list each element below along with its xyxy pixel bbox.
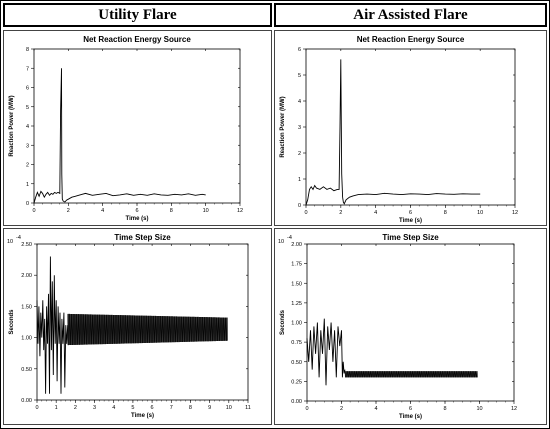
x-tick-label: 5 <box>131 405 134 411</box>
x-tick-label: 9 <box>208 405 211 411</box>
x-tick-label: 10 <box>476 406 482 412</box>
y-axis-label: Seconds <box>280 309 286 335</box>
x-tick-label: 12 <box>512 210 518 216</box>
y-tick-label: 1 <box>298 177 301 183</box>
y-tick-label: 1 <box>26 182 29 188</box>
x-tick-label: 8 <box>444 210 447 216</box>
y-tick-label: 2.00 <box>291 242 302 248</box>
series-band <box>344 371 478 378</box>
x-tick-label: 0 <box>304 210 307 216</box>
y-tick-label: 3 <box>298 125 301 131</box>
x-tick-label: 3 <box>93 405 96 411</box>
y-tick-label: 2 <box>26 163 29 169</box>
x-tick-label: 2 <box>67 208 70 214</box>
chart-panel-air-timestep: Time Step Size 0 2 4 6 8 10 12 0.00 0.25 0.50 0.75 1… <box>274 228 547 425</box>
x-tick-label: 10 <box>226 405 232 411</box>
y-axis-label: Seconds <box>9 309 15 335</box>
x-tick-label: 2 <box>340 406 343 412</box>
y-tick-label: 8 <box>26 47 29 53</box>
series-band <box>67 313 228 346</box>
x-tick-label: 8 <box>443 406 446 412</box>
y-tick-label: 5 <box>26 105 29 111</box>
y-tick-label: 0.00 <box>291 399 302 405</box>
x-tick-label: 6 <box>151 405 154 411</box>
y-exponent-power: -4 <box>287 235 292 241</box>
y-exponent-label: 10 <box>7 239 13 245</box>
y-exponent-power: -4 <box>16 235 21 241</box>
x-tick-label: 0 <box>32 208 35 214</box>
header-air-assisted-flare: Air Assisted Flare <box>274 3 547 27</box>
y-tick-label: 2.50 <box>21 242 32 248</box>
y-tick-label: 0.00 <box>21 398 32 404</box>
x-axis-label: Time (s) <box>399 414 422 420</box>
x-tick-label: 6 <box>409 406 412 412</box>
y-exponent-label: 10 <box>278 239 284 245</box>
y-axis-label: Reaction Power (MW) <box>9 95 15 156</box>
series-line <box>36 256 69 394</box>
x-axis-label: Time (s) <box>126 216 149 222</box>
y-tick-label: 1.50 <box>291 281 302 287</box>
y-tick-label: 0 <box>26 201 29 207</box>
y-tick-label: 1.50 <box>21 304 32 310</box>
plot-area <box>33 48 241 204</box>
x-tick-label: 6 <box>409 210 412 216</box>
x-tick-label: 0 <box>305 406 308 412</box>
series-line <box>305 59 481 206</box>
y-tick-label: 0.25 <box>291 379 302 385</box>
chart-panel-utility-timestep: Time Step Size 0 1 2 3 4 5 6 7 8 9 10 11 0.00 0.50 1.00… <box>3 228 272 425</box>
x-tick-label: 4 <box>374 210 377 216</box>
y-tick-label: 7 <box>26 66 29 72</box>
x-tick-label: 2 <box>74 405 77 411</box>
chart-utility-timestep: Time Step Size 0 1 2 3 4 5 6 7 8 9 10 11 0.00 0.50 1.00… <box>7 233 251 419</box>
y-tick-label: 1.75 <box>291 262 302 268</box>
x-tick-label: 7 <box>170 405 173 411</box>
series-line <box>306 318 346 386</box>
y-tick-label: 0 <box>298 203 301 209</box>
x-tick-label: 11 <box>245 405 251 411</box>
series-line <box>33 68 206 204</box>
x-tick-label: 12 <box>237 208 243 214</box>
plot-area <box>306 243 515 402</box>
y-tick-label: 0.50 <box>21 367 32 373</box>
chart-title: Net Reaction Energy Source <box>83 35 191 44</box>
y-tick-label: 6 <box>26 86 29 92</box>
chart-title: Net Reaction Energy Source <box>357 35 465 44</box>
y-axis-label: Reaction Power (MW) <box>280 96 286 157</box>
y-tick-label: 0.50 <box>291 360 302 366</box>
y-tick-label: 0.75 <box>291 340 302 346</box>
x-tick-label: 8 <box>189 405 192 411</box>
x-tick-label: 10 <box>477 210 483 216</box>
y-tick-label: 1.00 <box>291 321 302 327</box>
x-tick-label: 1 <box>55 405 58 411</box>
x-tick-label: 2 <box>339 210 342 216</box>
x-tick-label: 10 <box>203 208 209 214</box>
y-tick-label: 2.00 <box>21 273 32 279</box>
chart-title: Time Step Size <box>382 233 439 242</box>
x-tick-label: 0 <box>35 405 38 411</box>
y-tick-label: 4 <box>26 124 29 130</box>
y-tick-label: 2 <box>298 151 301 157</box>
chart-panel-utility-energy: Net Reaction Energy Source 0 2 4 6 8 10 12 0 1 2 3 4… <box>3 30 272 226</box>
chart-title: Time Step Size <box>114 233 171 242</box>
chart-air-timestep: Time Step Size 0 2 4 6 8 10 12 0.00 0.25 0.50 0.75 1… <box>278 233 517 420</box>
x-tick-label: 4 <box>112 405 115 411</box>
x-tick-label: 4 <box>101 208 104 214</box>
plot-area <box>305 48 516 206</box>
x-tick-label: 6 <box>135 208 138 214</box>
y-tick-label: 3 <box>26 143 29 149</box>
y-tick-label: 4 <box>298 99 301 105</box>
x-axis-label: Time (s) <box>399 218 422 224</box>
chart-panel-air-energy: Net Reaction Energy Source 0 2 4 6 8 10 12 0 1 2 3 4… <box>274 30 547 226</box>
header-utility-flare: Utility Flare <box>3 3 272 27</box>
y-tick-label: 1.00 <box>21 336 32 342</box>
x-tick-label: 4 <box>374 406 377 412</box>
x-tick-label: 8 <box>170 208 173 214</box>
y-tick-label: 5 <box>298 73 301 79</box>
y-tick-label: 1.25 <box>291 301 302 307</box>
y-tick-label: 6 <box>298 47 301 53</box>
x-tick-label: 12 <box>511 406 517 412</box>
x-axis-label: Time (s) <box>131 413 154 419</box>
